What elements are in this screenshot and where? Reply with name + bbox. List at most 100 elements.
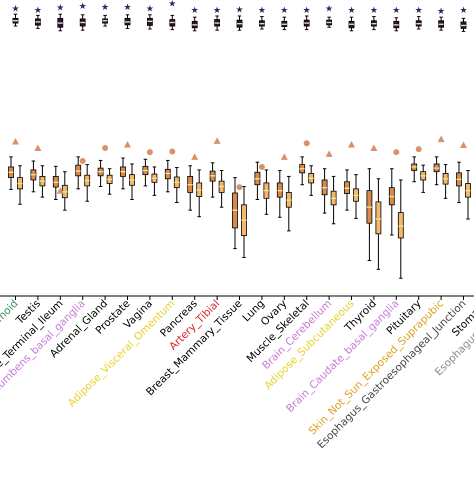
circle-marker-10 — [237, 184, 243, 190]
circle-marker-3 — [80, 158, 86, 164]
top-box-10 — [237, 16, 242, 30]
circle-marker-6 — [147, 149, 153, 155]
bottom-box-6-0 — [143, 159, 148, 186]
star-marker-9: ★ — [213, 6, 221, 16]
circle-marker-17 — [393, 149, 399, 155]
bottom-box-17-1 — [398, 180, 403, 278]
top-box-17 — [394, 18, 399, 31]
triangle-marker-15 — [348, 141, 355, 148]
star-marker-16: ★ — [370, 6, 378, 16]
bottom-box-2-1 — [62, 172, 67, 210]
bottom-box-9-0 — [210, 163, 215, 197]
top-box-9 — [215, 16, 220, 30]
top-box-6 — [147, 15, 152, 29]
star-marker-5: ★ — [123, 3, 131, 13]
top-box-20 — [461, 18, 466, 31]
star-marker-19: ★ — [437, 7, 445, 17]
bottom-box-6-1 — [152, 167, 157, 195]
top-box-1 — [35, 15, 40, 28]
bottom-box-19-1 — [443, 165, 448, 199]
bottom-group-layer — [9, 136, 474, 279]
top-group-layer: ★★★★★★★★★★★★★★★★★★★★★★★ — [11, 0, 474, 31]
bottom-box-5-1 — [130, 164, 135, 200]
top-box-8 — [192, 17, 197, 31]
bottom-box-8-1 — [197, 170, 202, 217]
star-marker-3: ★ — [79, 2, 87, 12]
bottom-box-9-1 — [219, 170, 224, 207]
bottom-box-0-0 — [9, 157, 14, 190]
star-marker-18: ★ — [415, 6, 423, 16]
bottom-box-4-1 — [107, 169, 112, 194]
bottom-box-15-1 — [354, 175, 359, 219]
top-box-16 — [371, 17, 376, 30]
circle-marker-11 — [259, 164, 265, 170]
bottom-box-12-0 — [277, 170, 282, 217]
star-marker-12: ★ — [280, 6, 288, 16]
bottom-box-16-1-box — [376, 202, 381, 234]
top-box-7 — [170, 15, 175, 29]
triangle-marker-12 — [281, 153, 288, 160]
triangle-marker-14 — [326, 150, 333, 157]
bottom-box-11-1 — [264, 170, 269, 214]
bottom-box-17-1-box — [398, 213, 403, 238]
star-marker-10: ★ — [235, 5, 243, 15]
bottom-box-0-1 — [18, 166, 23, 204]
triangle-marker-16 — [370, 145, 377, 152]
top-box-18 — [416, 17, 421, 29]
bottom-box-19-0 — [434, 157, 439, 185]
bottom-box-16-0 — [367, 169, 372, 261]
bottom-box-18-1 — [421, 165, 426, 192]
star-marker-11: ★ — [258, 6, 266, 16]
bottom-box-17-0 — [389, 169, 394, 235]
top-box-13 — [304, 16, 309, 30]
star-marker-4: ★ — [101, 3, 109, 13]
top-box-5 — [125, 15, 130, 29]
star-marker-0: ★ — [11, 4, 19, 14]
triangle-marker-9 — [214, 137, 221, 144]
star-marker-7: ★ — [168, 0, 176, 10]
star-marker-8: ★ — [191, 6, 199, 16]
star-marker-17: ★ — [392, 6, 400, 16]
triangle-marker-19 — [438, 136, 445, 143]
bottom-box-2-0 — [53, 166, 58, 199]
bottom-box-14-0 — [322, 169, 327, 213]
tick-labels-layer: Colon_SigmoidTestisSmall_Intestine_Termi… — [0, 297, 474, 459]
circle-marker-13 — [304, 140, 310, 146]
bottom-box-13-1 — [309, 166, 314, 196]
bottom-box-10-1 — [242, 186, 247, 257]
bottom-box-7-1 — [174, 168, 179, 203]
top-box-11 — [259, 17, 264, 29]
star-marker-20: ★ — [459, 6, 467, 16]
circle-marker-4 — [102, 145, 108, 151]
bottom-box-20-0 — [457, 162, 462, 202]
bottom-box-18-0 — [412, 157, 417, 182]
star-marker-1: ★ — [34, 6, 42, 16]
bottom-box-5-0 — [121, 158, 126, 189]
triangle-marker-20 — [460, 142, 467, 149]
triangle-marker-8 — [191, 153, 198, 160]
bottom-box-7-0 — [165, 160, 170, 191]
star-marker-14: ★ — [325, 4, 333, 14]
top-box-3 — [80, 15, 85, 30]
bottom-box-1-0 — [31, 161, 36, 192]
bottom-box-12-1 — [286, 176, 291, 230]
bottom-box-13-0 — [300, 157, 305, 185]
triangle-marker-5 — [124, 141, 131, 148]
bottom-box-15-0 — [345, 170, 350, 210]
bottom-box-14-1 — [331, 176, 336, 223]
star-marker-13: ★ — [303, 6, 311, 16]
circle-marker-18 — [416, 146, 422, 152]
triangle-marker-1 — [34, 145, 41, 152]
circle-marker-7 — [169, 149, 175, 155]
star-marker-6: ★ — [146, 4, 154, 14]
top-box-15 — [349, 17, 354, 31]
bottom-box-8-0 — [188, 166, 193, 210]
top-box-14 — [327, 17, 332, 27]
star-marker-15: ★ — [347, 6, 355, 16]
top-box-19 — [439, 17, 444, 30]
bottom-box-1-1 — [40, 166, 45, 197]
bottom-box-20-1 — [466, 170, 471, 219]
top-box-2 — [58, 14, 63, 31]
